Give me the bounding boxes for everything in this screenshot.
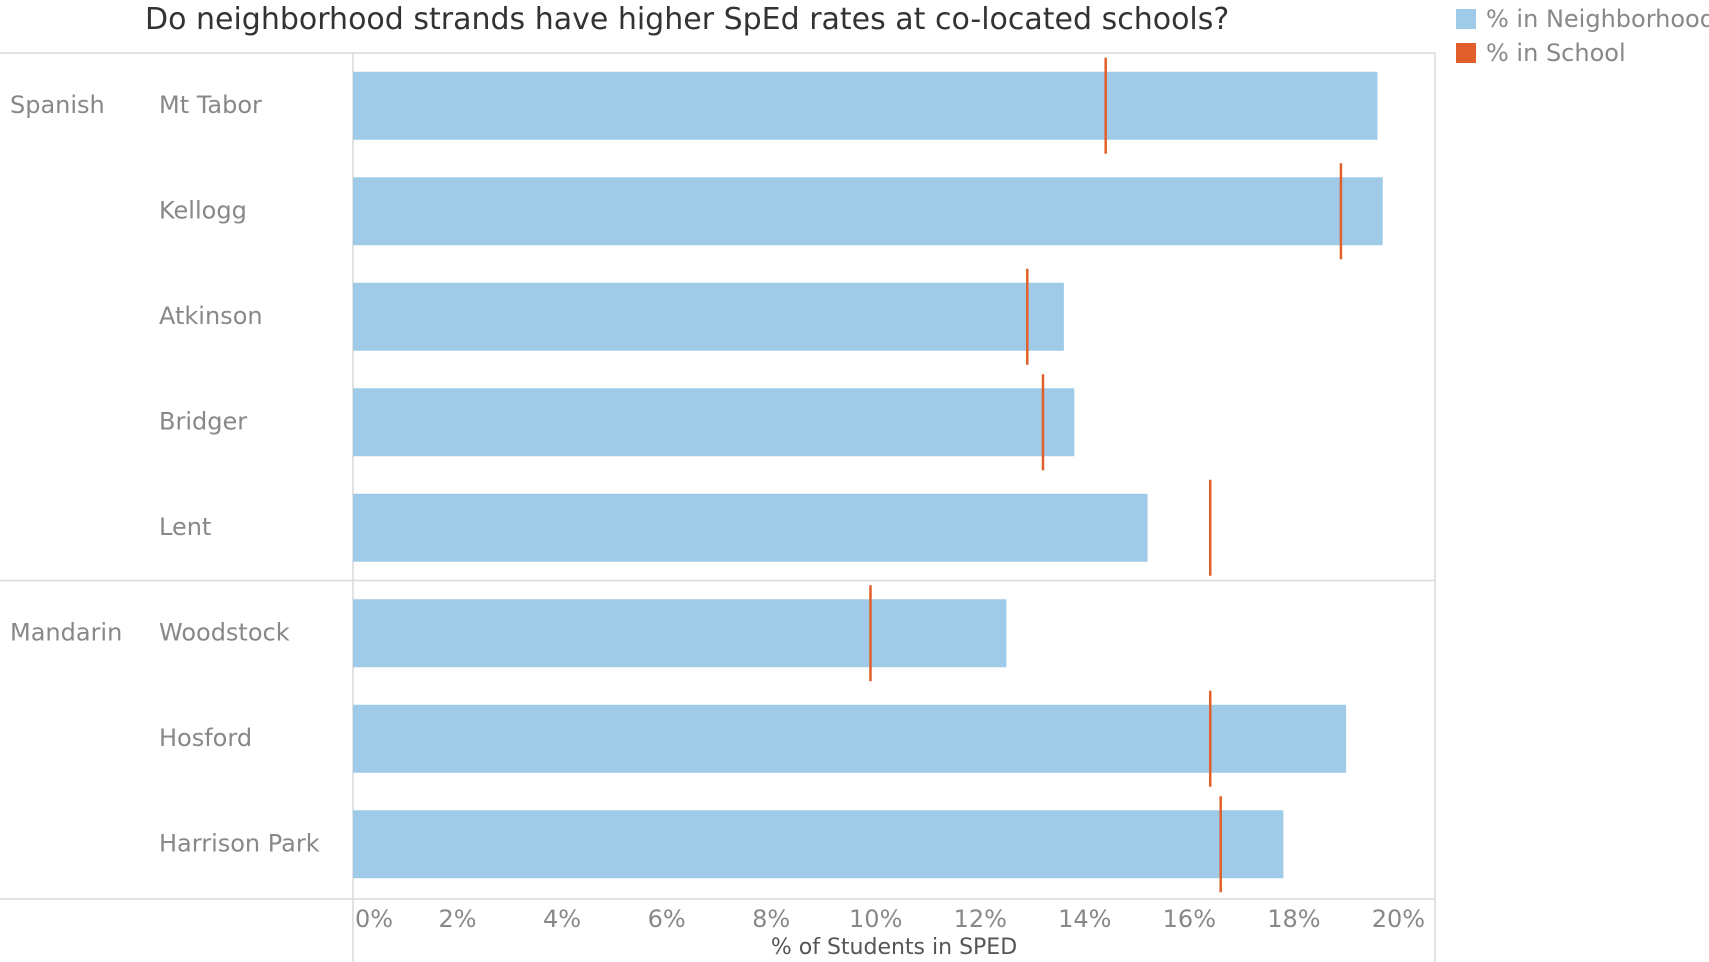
x-tick-label: 10% bbox=[849, 905, 902, 933]
chart-title: Do neighborhood strands have higher SpEd… bbox=[145, 2, 1230, 37]
x-tick-label: 12% bbox=[954, 905, 1007, 933]
legend-label-neighborhood: % in Neighborhood bbox=[1486, 5, 1709, 33]
group-label: Mandarin bbox=[10, 618, 122, 646]
x-tick-label: 8% bbox=[752, 905, 790, 933]
x-tick-label: 4% bbox=[543, 905, 581, 933]
category-label: Lent bbox=[159, 513, 211, 541]
bar-neighborhood bbox=[353, 71, 1378, 140]
x-tick-label: 2% bbox=[439, 905, 477, 933]
category-label: Bridger bbox=[159, 407, 247, 435]
x-tick-label: 16% bbox=[1163, 905, 1216, 933]
legend-swatch-neighborhood bbox=[1456, 9, 1476, 29]
legend-swatch-school bbox=[1456, 43, 1476, 63]
bar-neighborhood bbox=[353, 704, 1347, 773]
x-axis-label: % of Students in SPED bbox=[771, 935, 1017, 960]
category-label: Mt Tabor bbox=[159, 91, 262, 119]
bar-neighborhood bbox=[353, 177, 1383, 246]
category-label: Hosford bbox=[159, 724, 252, 752]
category-label: Harrison Park bbox=[159, 829, 320, 857]
x-tick-label: 14% bbox=[1058, 905, 1111, 933]
bar-neighborhood bbox=[353, 599, 1007, 668]
x-tick-label: 20% bbox=[1372, 905, 1425, 933]
bar-neighborhood bbox=[353, 282, 1064, 351]
x-tick-label: 6% bbox=[648, 905, 686, 933]
bar-neighborhood bbox=[353, 388, 1075, 457]
bar-neighborhood bbox=[353, 493, 1148, 562]
legend: % in Neighborhood % in School bbox=[1456, 2, 1709, 70]
x-tick-label: 0% bbox=[355, 905, 393, 933]
category-label: Atkinson bbox=[159, 302, 263, 330]
x-tick-label: 18% bbox=[1267, 905, 1320, 933]
category-label: Kellogg bbox=[159, 196, 247, 224]
bar-neighborhood bbox=[353, 810, 1284, 879]
legend-item-school[interactable]: % in School bbox=[1456, 36, 1709, 70]
group-label: Spanish bbox=[10, 91, 105, 119]
category-label: Woodstock bbox=[159, 618, 290, 646]
legend-item-neighborhood[interactable]: % in Neighborhood bbox=[1456, 2, 1709, 36]
legend-label-school: % in School bbox=[1486, 39, 1626, 67]
